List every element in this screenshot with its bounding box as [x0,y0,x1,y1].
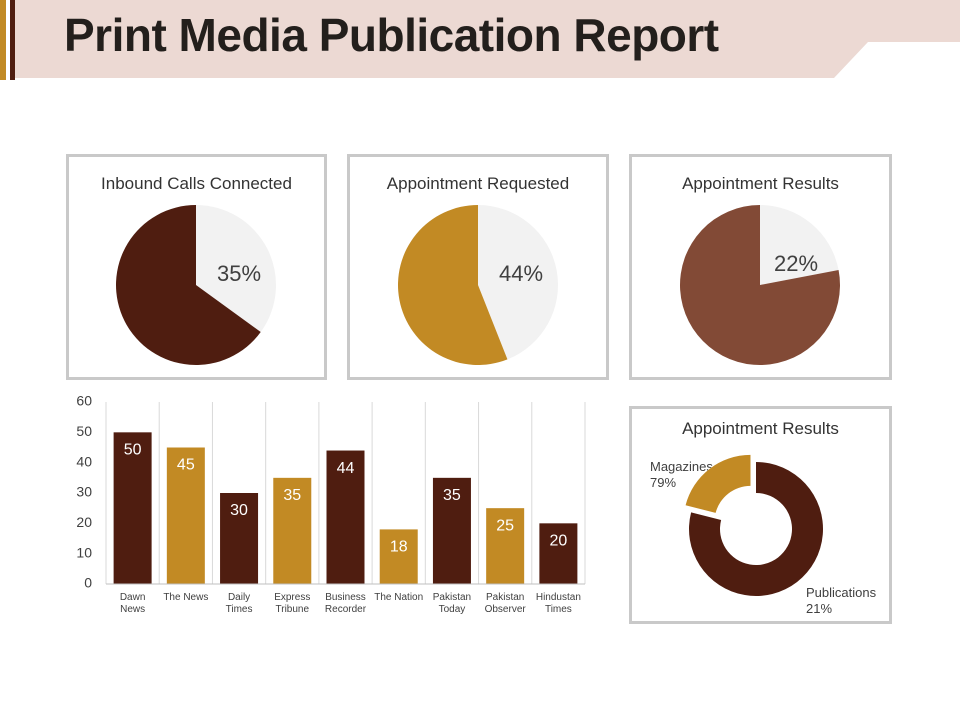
bar [486,508,525,584]
bar-value-label: 20 [549,533,567,550]
doughnut-chart-appointment-results: Magazines 79% Publications 21% [650,454,877,616]
bar [379,529,418,584]
pie-panel-inbound-calls: Inbound Calls Connected 35% [66,154,327,380]
pie-slice [116,205,261,365]
bar [539,523,578,584]
bar-value-label: 44 [337,460,355,477]
bar-value-label: 35 [443,487,461,504]
bar [113,432,152,584]
x-tick-label: The News [163,592,208,603]
pie-slice-label: 44% [499,261,543,286]
y-tick-label: 60 [76,393,92,409]
y-tick-label: 40 [76,453,92,469]
x-tick-label: Business Recorder [325,592,367,615]
doughnut-slice [689,462,823,596]
doughnut-slice-label: Publications 21% [806,585,877,616]
pie-slice-label: 22% [774,251,818,276]
pie-slice [398,205,508,365]
x-tick-label: Pakistan Observer [485,592,527,615]
y-tick-label: 0 [84,575,92,591]
bar-value-label: 50 [124,442,142,459]
doughnut-panel-appointment-results: Appointment Results Magazines 79% Publicat… [629,406,892,624]
y-tick-label: 50 [76,423,92,439]
bar [432,477,471,584]
x-tick-label: Daily Times [226,592,253,615]
header-band [0,0,960,80]
bar [220,493,259,584]
x-tick-label: Pakistan Today [433,592,471,615]
bar [166,447,205,584]
pie-title-appointment-requested: Appointment Requested [386,174,570,193]
bar-value-label: 30 [230,502,248,519]
pie-title-inbound-calls: Inbound Calls Connected [101,174,292,193]
y-tick-label: 20 [76,514,92,530]
pie-slice [478,205,559,360]
pie-slice-label: 35% [217,261,261,286]
pie-chart-appointment-results: 22% [680,205,840,365]
doughnut-slice [685,454,751,513]
doughnut-slice-label: Magazines 79% [650,459,713,490]
x-tick-label: Dawn News [120,592,146,615]
bar [326,450,365,584]
doughnut-title-appointment-results: Appointment Results [682,419,839,438]
bar-chart: 0 10 20 30 40 50 60 50 Dawn News 45 The News 30 Daily… [76,393,586,615]
x-tick-label: The Nation [374,592,423,603]
pie-chart-inbound-calls: 35% [116,205,276,365]
pie-panel-appointment-requested: Appointment Requested 44% [347,154,609,380]
bar-value-label: 18 [390,539,408,556]
pie-slice [760,205,839,285]
pie-title-appointment-results: Appointment Results [682,174,839,193]
pie-slice [196,205,276,333]
pie-slice [680,205,840,365]
x-tick-label: Express Tribune [274,592,310,615]
bar-value-label: 35 [283,487,301,504]
page-title: Print Media Publication Report [64,9,719,61]
bar [273,477,312,584]
pie-chart-appointment-requested: 44% [398,205,559,365]
x-tick-label: Hindustan Times [536,592,581,615]
bar-value-label: 45 [177,457,195,474]
bar-value-label: 25 [496,517,514,534]
y-tick-label: 30 [76,484,92,500]
pie-panel-appointment-results: Appointment Results 22% [629,154,892,380]
y-tick-label: 10 [76,544,92,560]
